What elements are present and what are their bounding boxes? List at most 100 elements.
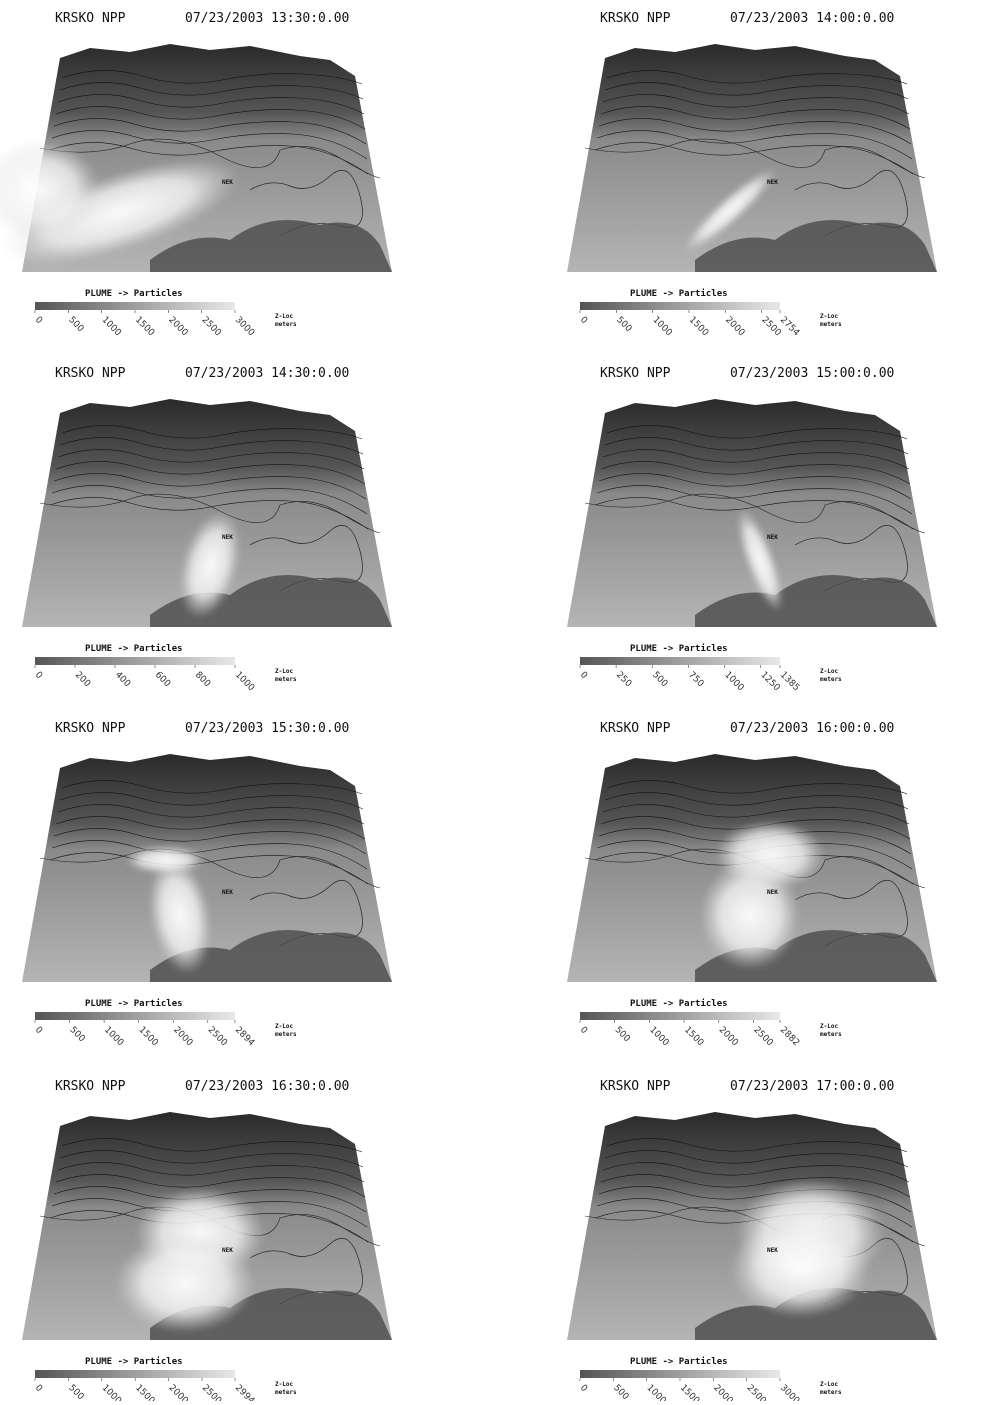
contour	[61, 780, 363, 795]
contour	[59, 792, 364, 810]
contour	[602, 1162, 910, 1183]
panel: KRSKO NPP 07/23/2003 13:30:0.00 NEK PLUME -…	[0, 11, 392, 339]
contour	[594, 497, 914, 530]
plume	[0, 140, 100, 240]
site-title: KRSKO NPP	[55, 721, 126, 736]
contour	[61, 1138, 363, 1153]
plume	[125, 846, 205, 874]
contour	[59, 437, 364, 455]
colorbar-tick-label: 0	[578, 1025, 589, 1036]
site-label: NEK	[222, 1247, 233, 1254]
contour	[61, 70, 363, 85]
colorbar-tick-label: 2000	[171, 1025, 194, 1048]
contour	[594, 142, 914, 175]
panel: KRSKO NPP 07/23/2003 16:00:0.00 NEK PLUME -…	[567, 721, 937, 1049]
site-label: NEK	[767, 889, 778, 896]
colorbar-tick-label: 2500	[751, 1025, 774, 1048]
colorbar-tick-label: 500	[67, 1025, 86, 1044]
terrain	[567, 44, 937, 272]
colorbar	[580, 1370, 780, 1378]
contour	[602, 804, 910, 825]
colorbar-tick-label: 1500	[133, 315, 156, 338]
timestamp: 07/23/2003 16:00:0.00	[730, 721, 894, 736]
contour	[39, 493, 381, 534]
colorbar-unit: meters	[275, 676, 297, 683]
colorbar-tick-label: 2000	[711, 1383, 734, 1401]
contour	[49, 142, 369, 175]
contour	[61, 425, 363, 440]
colorbar-tick-label: 1000	[102, 1025, 125, 1048]
contour	[57, 449, 365, 470]
contour	[39, 138, 381, 179]
colorbar	[35, 1012, 235, 1020]
contour	[57, 1162, 365, 1183]
colorbar-tick-label: 0	[33, 315, 44, 326]
colorbar-tick-label: 1000	[722, 670, 745, 693]
colorbar-axis-label: Z-Loc	[275, 1023, 293, 1030]
contour	[55, 816, 366, 840]
legend-title: PLUME -> Particles	[630, 998, 728, 1009]
colorbar	[580, 657, 780, 665]
site-label: NEK	[222, 889, 233, 896]
site-label: NEK	[222, 179, 233, 186]
colorbar-tick-label: 250	[614, 670, 633, 689]
legend-title: PLUME -> Particles	[85, 998, 183, 1009]
colorbar-tick-label: 1500	[682, 1025, 705, 1048]
legend-title: PLUME -> Particles	[85, 1356, 183, 1367]
colorbar-tick-label: 2500	[759, 315, 782, 338]
legend-title: PLUME -> Particles	[85, 288, 183, 299]
panel: KRSKO NPP 07/23/2003 15:00:0.00 NEK PLUME -…	[567, 366, 937, 694]
colorbar-tick-label: 0	[578, 1383, 589, 1394]
contour	[53, 118, 367, 145]
colorbar-tick-label: 2500	[200, 1383, 223, 1401]
colorbar-tick-label: 1500	[133, 1383, 156, 1401]
site-label: NEK	[767, 1247, 778, 1254]
colorbar-tick-label: 1500	[687, 315, 710, 338]
contour	[57, 804, 365, 825]
contour	[53, 473, 367, 500]
colorbar-tick-label: 0	[33, 1025, 44, 1036]
colorbar-tick-label: 2500	[745, 1383, 768, 1401]
colorbar-tick-label: 1000	[651, 315, 674, 338]
terrain	[22, 754, 392, 982]
contour	[51, 130, 368, 160]
hills	[695, 220, 937, 272]
colorbar-tick-label: 1500	[137, 1025, 160, 1048]
site-title: KRSKO NPP	[600, 721, 671, 736]
colorbar-axis-label: Z-Loc	[820, 668, 838, 675]
colorbar-tick-label: 1385	[778, 670, 801, 693]
colorbar-tick-label: 2000	[166, 1383, 189, 1401]
colorbar-unit: meters	[275, 1389, 297, 1396]
panel: KRSKO NPP 07/23/2003 14:00:0.00 NEK PLUME -…	[567, 11, 937, 339]
contour	[604, 1150, 909, 1168]
colorbar-tick-label: 2000	[723, 315, 746, 338]
site-title: KRSKO NPP	[600, 1079, 671, 1094]
contour	[49, 497, 369, 530]
panel: KRSKO NPP 07/23/2003 14:30:0.00 NEK PLUME -…	[22, 366, 392, 694]
colorbar-axis-label: Z-Loc	[820, 313, 838, 320]
contour	[602, 94, 910, 115]
colorbar-tick-label: 500	[614, 315, 633, 334]
site-title: KRSKO NPP	[55, 366, 126, 381]
colorbar-tick-label: 2500	[206, 1025, 229, 1048]
colorbar-axis-label: Z-Loc	[275, 668, 293, 675]
colorbar-tick-label: 2882	[778, 1025, 801, 1048]
contour	[55, 106, 366, 130]
contour	[606, 425, 908, 440]
colorbar-tick-label: 3000	[233, 315, 256, 338]
terrain	[567, 399, 937, 627]
colorbar-unit: meters	[275, 321, 297, 328]
contour	[53, 828, 367, 855]
plume	[179, 511, 241, 619]
colorbar-axis-label: Z-Loc	[820, 1381, 838, 1388]
plume	[115, 1233, 255, 1333]
site-title: KRSKO NPP	[55, 11, 126, 26]
colorbar-axis-label: Z-Loc	[275, 313, 293, 320]
panel: KRSKO NPP 07/23/2003 15:30:0.00 NEK PLUME -…	[22, 721, 392, 1049]
hills	[150, 220, 392, 272]
plume	[730, 1218, 870, 1318]
site-label: NEK	[222, 534, 233, 541]
panel: KRSKO NPP 07/23/2003 16:30:0.00 NEK PLUME -…	[22, 1079, 392, 1405]
colorbar-tick-label: 500	[66, 315, 85, 334]
